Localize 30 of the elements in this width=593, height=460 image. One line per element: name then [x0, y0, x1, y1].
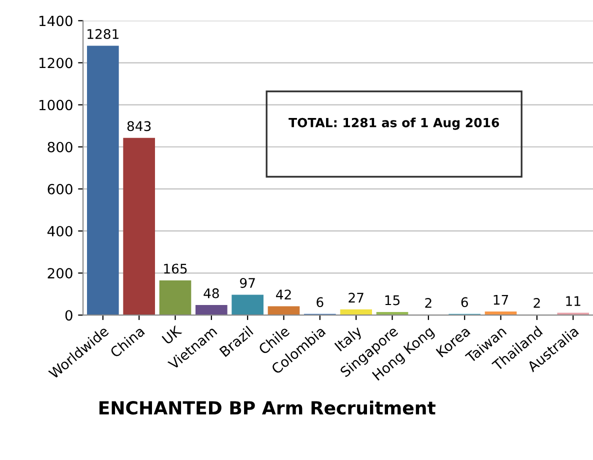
y-tick-label: 400: [47, 226, 72, 236]
data-label: 15: [385, 295, 400, 306]
data-label: 1281: [88, 29, 118, 39]
bar: [232, 294, 264, 316]
bar: [268, 306, 300, 316]
y-tick-label: 800: [48, 142, 72, 152]
data-label: 27: [348, 292, 364, 303]
bar: [87, 46, 119, 316]
y-tick-label: 1200: [39, 58, 72, 68]
data-label: 6: [461, 297, 468, 308]
data-label: 2: [425, 298, 432, 308]
data-label: 42: [276, 290, 291, 300]
data-label: 843: [127, 121, 151, 132]
data-label: 6: [316, 297, 324, 308]
bar: [159, 280, 192, 316]
y-tick-label: 600: [48, 184, 72, 194]
data-label: 11: [566, 296, 580, 306]
data-label: 97: [240, 278, 255, 288]
y-tick-label: 1000: [39, 100, 72, 110]
bar: [196, 305, 228, 316]
y-tick-label: 200: [48, 268, 72, 279]
bar: [123, 138, 155, 316]
text: ENCHANTED BP Arm Recruitment: [99, 400, 436, 415]
data-label: 17: [494, 294, 508, 305]
y-tick-label: 0: [65, 310, 72, 321]
annotation: TOTAL: 1281 as of 1 Aug 2016: [288, 118, 500, 130]
y-tick-label: 1400: [39, 16, 72, 26]
data-label: 165: [164, 264, 187, 274]
data-label: 2: [534, 298, 540, 308]
data-label: 48: [204, 288, 219, 298]
